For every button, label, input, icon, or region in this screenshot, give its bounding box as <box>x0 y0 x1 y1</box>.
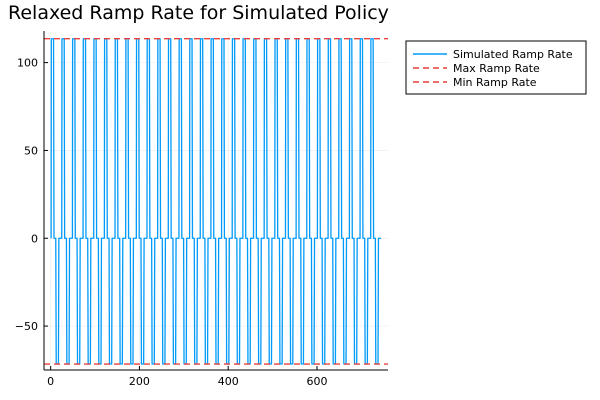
legend-label: Simulated Ramp Rate <box>453 48 573 61</box>
y-tick-label: 100 <box>17 57 38 70</box>
x-tick-label: 200 <box>129 375 150 388</box>
y-tick-label: −50 <box>15 320 38 333</box>
y-tick-label: 50 <box>24 144 38 157</box>
legend-label: Min Ramp Rate <box>453 76 537 89</box>
x-tick-label: 0 <box>47 375 54 388</box>
legend-label: Max Ramp Rate <box>453 62 540 75</box>
x-tick-label: 600 <box>306 375 327 388</box>
series-layer <box>44 38 388 365</box>
x-tick-label: 400 <box>218 375 239 388</box>
chart-title: Relaxed Ramp Rate for Simulated Policy <box>8 2 389 24</box>
series-line-simulated-ramp-rate <box>50 38 381 365</box>
legend-box <box>405 40 587 95</box>
axes: 0 200 400 600 −50 0 50 100 <box>15 31 388 388</box>
y-tick-label: 0 <box>31 232 38 245</box>
